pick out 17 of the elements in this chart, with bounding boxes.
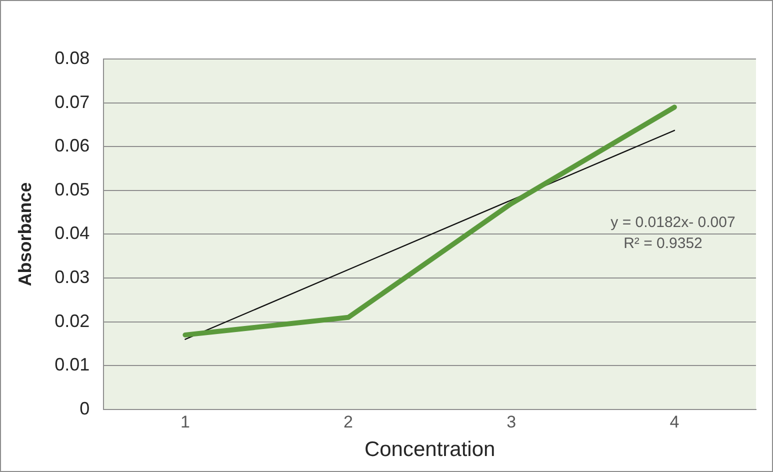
y-tick-label: 0.01	[54, 354, 90, 375]
y-tick-label: 0	[80, 398, 90, 418]
y-tick-label: 0.06	[54, 136, 90, 156]
x-tick-label: 4	[670, 412, 680, 432]
y-tick-label: 0.02	[54, 310, 90, 331]
y-tick-label: 0.04	[54, 223, 90, 244]
x-tick-label: 3	[506, 412, 516, 432]
annotation: y = 0.0182x- 0.007	[610, 214, 736, 232]
y-tick-label: 0.08	[54, 48, 90, 68]
y-tick-label: 0.07	[54, 92, 90, 112]
y-tick-label: 0.05	[54, 179, 90, 200]
y-tick-label: 0.03	[54, 266, 90, 287]
annotation: R² = 0.9352	[624, 235, 702, 252]
x-axis-title: Concentration	[364, 438, 496, 462]
x-tick-label: 2	[344, 412, 354, 432]
y-axis-title: Absorbance	[14, 182, 35, 286]
x-tick-label: 1	[180, 412, 190, 432]
